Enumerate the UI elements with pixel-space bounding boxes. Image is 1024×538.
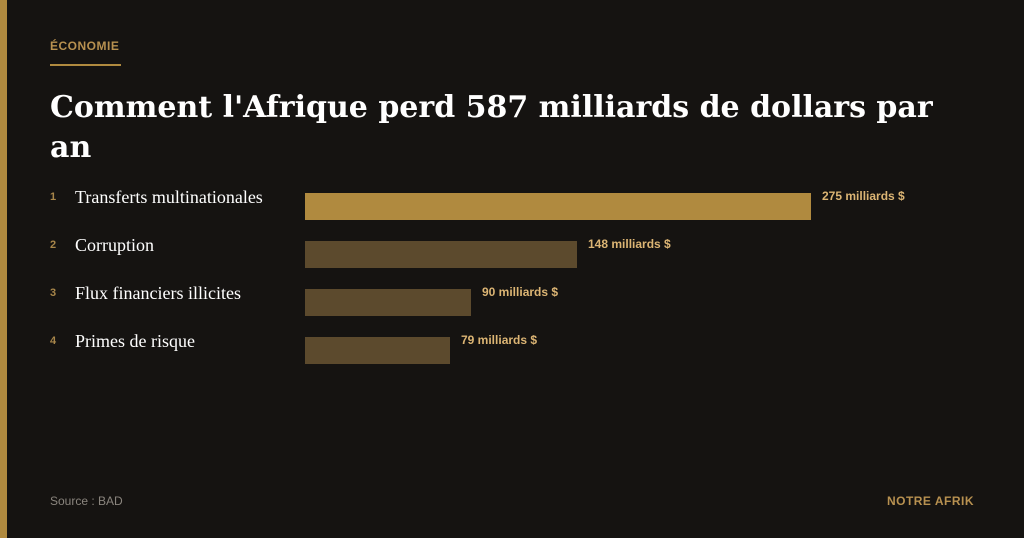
category-label: ÉCONOMIE bbox=[50, 39, 120, 53]
left-accent-bar bbox=[0, 0, 7, 538]
bar-category-label: Primes de risque bbox=[75, 331, 195, 351]
bar-category-label: Transferts multinationales bbox=[75, 187, 263, 207]
bar bbox=[305, 337, 450, 364]
bar-rank: 3 bbox=[50, 287, 57, 299]
bar-row: 3 Flux financiers illicites 90 milliards $ bbox=[0, 283, 1000, 317]
bar-value-label: 275 milliards $ bbox=[822, 189, 905, 203]
bar-category-label: Corruption bbox=[75, 235, 154, 255]
bar-value-label: 148 milliards $ bbox=[588, 237, 671, 251]
bar-row: 2 Corruption 148 milliards $ bbox=[0, 235, 1000, 269]
bar-category-label: Flux financiers illicites bbox=[75, 283, 241, 303]
bar bbox=[305, 241, 577, 268]
category-underline bbox=[50, 64, 121, 66]
bar-value-label: 79 milliards $ bbox=[461, 333, 538, 347]
bar-rank: 1 bbox=[50, 191, 57, 203]
bar-value-label: 90 milliards $ bbox=[482, 285, 559, 299]
bar-rank: 2 bbox=[50, 239, 57, 251]
source-note: Source : BAD bbox=[50, 494, 123, 508]
bar-row: 4 Primes de risque 79 milliards $ bbox=[0, 331, 1000, 365]
bar-row: 1 Transferts multinationales 275 milliards… bbox=[0, 187, 1000, 221]
bar bbox=[305, 193, 811, 220]
chart-title: Comment l'Afrique perd 587 milliards de … bbox=[50, 90, 933, 165]
bar bbox=[305, 289, 471, 316]
bar-rank: 4 bbox=[50, 335, 57, 347]
brand-logo[interactable]: NOTRE AFRIK bbox=[886, 494, 974, 508]
